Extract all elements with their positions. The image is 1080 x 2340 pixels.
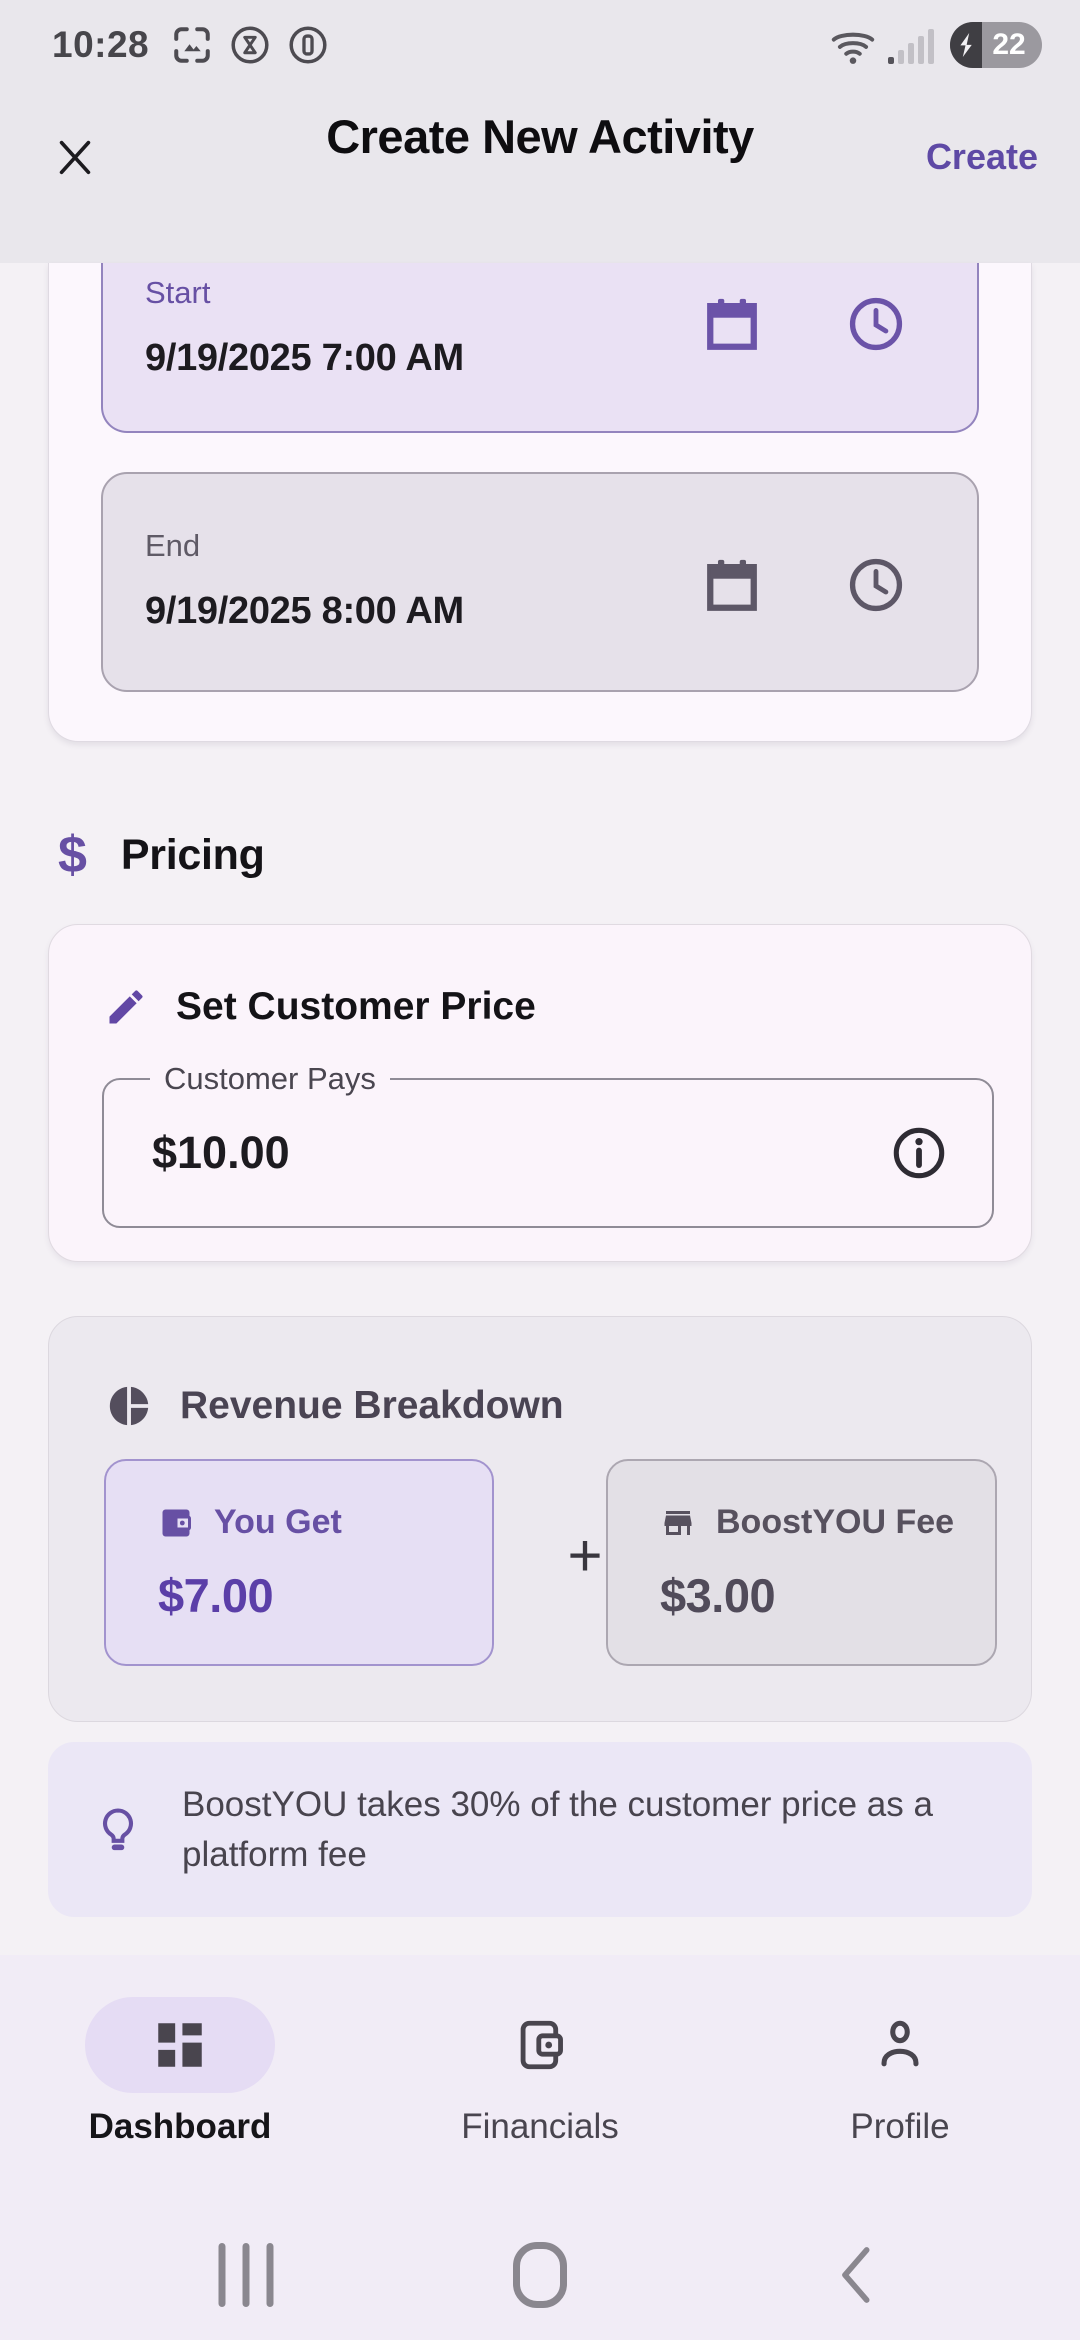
platform-fee-note: BoostYOU takes 30% of the customer price…: [48, 1742, 1032, 1917]
bottom-navigation: Dashboard Financials Profile: [0, 1955, 1080, 2210]
customer-pays-value: $10.00: [152, 1127, 290, 1178]
set-customer-price-card: Set Customer Price Customer Pays $10.00: [48, 924, 1032, 1262]
person-icon: [871, 2016, 929, 2074]
nav-item-financials[interactable]: Financials: [360, 1997, 720, 2210]
device-notification-icon: [287, 24, 329, 66]
pricing-section-header: $ Pricing: [58, 827, 1080, 883]
nav-pill: [445, 1997, 635, 2093]
info-icon[interactable]: [890, 1124, 948, 1182]
scroll-content[interactable]: Start 9/19/2025 7:00 AM End 9/19/2025 8:…: [0, 263, 1080, 1955]
revenue-card-title: Revenue Breakdown: [180, 1384, 564, 1427]
status-bar: 10:28: [0, 0, 1080, 90]
customer-pays-input[interactable]: Customer Pays $10.00: [102, 1061, 994, 1228]
platform-fee-label: BoostYOU Fee: [716, 1503, 955, 1541]
edit-pencil-icon: [104, 985, 148, 1029]
home-button-icon[interactable]: [513, 2242, 567, 2308]
battery-charging-icon: [950, 22, 982, 68]
dashboard-icon: [151, 2016, 209, 2074]
dollar-icon: $: [58, 826, 87, 884]
calendar-icon[interactable]: [703, 556, 761, 614]
pie-chart-icon: [106, 1383, 152, 1429]
you-get-box: You Get $7.00: [104, 1459, 494, 1666]
hourglass-notification-icon: [229, 24, 271, 66]
nav-label-profile: Profile: [850, 2107, 950, 2146]
app-header: Create New Activity Create: [0, 90, 1080, 263]
back-button-icon[interactable]: [835, 2243, 875, 2307]
page-title: Create New Activity: [326, 110, 754, 163]
price-card-title: Set Customer Price: [176, 985, 536, 1028]
platform-fee-amount: $3.00: [660, 1569, 776, 1622]
clock-time: 10:28: [52, 24, 150, 65]
clock-icon[interactable]: [847, 295, 905, 353]
note-text: BoostYOU takes 30% of the customer price…: [182, 1784, 933, 1874]
nav-item-dashboard[interactable]: Dashboard: [0, 1997, 360, 2210]
screenshot-notification-icon: [171, 24, 213, 66]
calendar-icon[interactable]: [703, 295, 761, 353]
create-button[interactable]: Create: [925, 135, 1038, 177]
you-get-amount: $7.00: [158, 1569, 274, 1622]
pricing-section-title: Pricing: [120, 830, 265, 879]
lightbulb-icon: [92, 1804, 144, 1856]
plus-sign: +: [567, 1522, 603, 1589]
start-label: Start: [145, 275, 211, 310]
you-get-label: You Get: [214, 1503, 342, 1541]
start-value: 9/19/2025 7:00 AM: [145, 337, 464, 379]
nav-label-financials: Financials: [461, 2107, 619, 2146]
active-nav-pill: [85, 1997, 275, 2093]
end-value: 9/19/2025 8:00 AM: [145, 590, 464, 632]
close-icon[interactable]: [52, 134, 98, 180]
system-navigation-bar: [0, 2210, 1080, 2340]
platform-fee-box: BoostYOU Fee $3.00: [606, 1459, 997, 1666]
battery-percent: 22: [992, 28, 1026, 61]
wifi-icon: [830, 25, 876, 65]
wallet-icon: [158, 1505, 194, 1541]
customer-pays-label: Customer Pays: [150, 1061, 390, 1097]
wallet-outline-icon: [511, 2016, 569, 2074]
recents-button-icon[interactable]: [218, 2243, 274, 2307]
start-datetime-field[interactable]: Start 9/19/2025 7:00 AM: [101, 263, 979, 433]
revenue-breakdown-card: Revenue Breakdown You Get $7.00 +: [48, 1316, 1032, 1722]
end-datetime-field[interactable]: End 9/19/2025 8:00 AM: [101, 472, 979, 692]
nav-item-profile[interactable]: Profile: [720, 1997, 1080, 2210]
battery-indicator: 22: [950, 22, 1042, 68]
signal-strength-icon: [888, 26, 934, 64]
storefront-icon: [660, 1505, 696, 1541]
nav-pill: [805, 1997, 995, 2093]
end-label: End: [145, 528, 201, 563]
nav-label-dashboard: Dashboard: [88, 2107, 272, 2146]
schedule-card: Start 9/19/2025 7:00 AM End 9/19/2025 8:…: [48, 263, 1032, 742]
clock-icon[interactable]: [847, 556, 905, 614]
